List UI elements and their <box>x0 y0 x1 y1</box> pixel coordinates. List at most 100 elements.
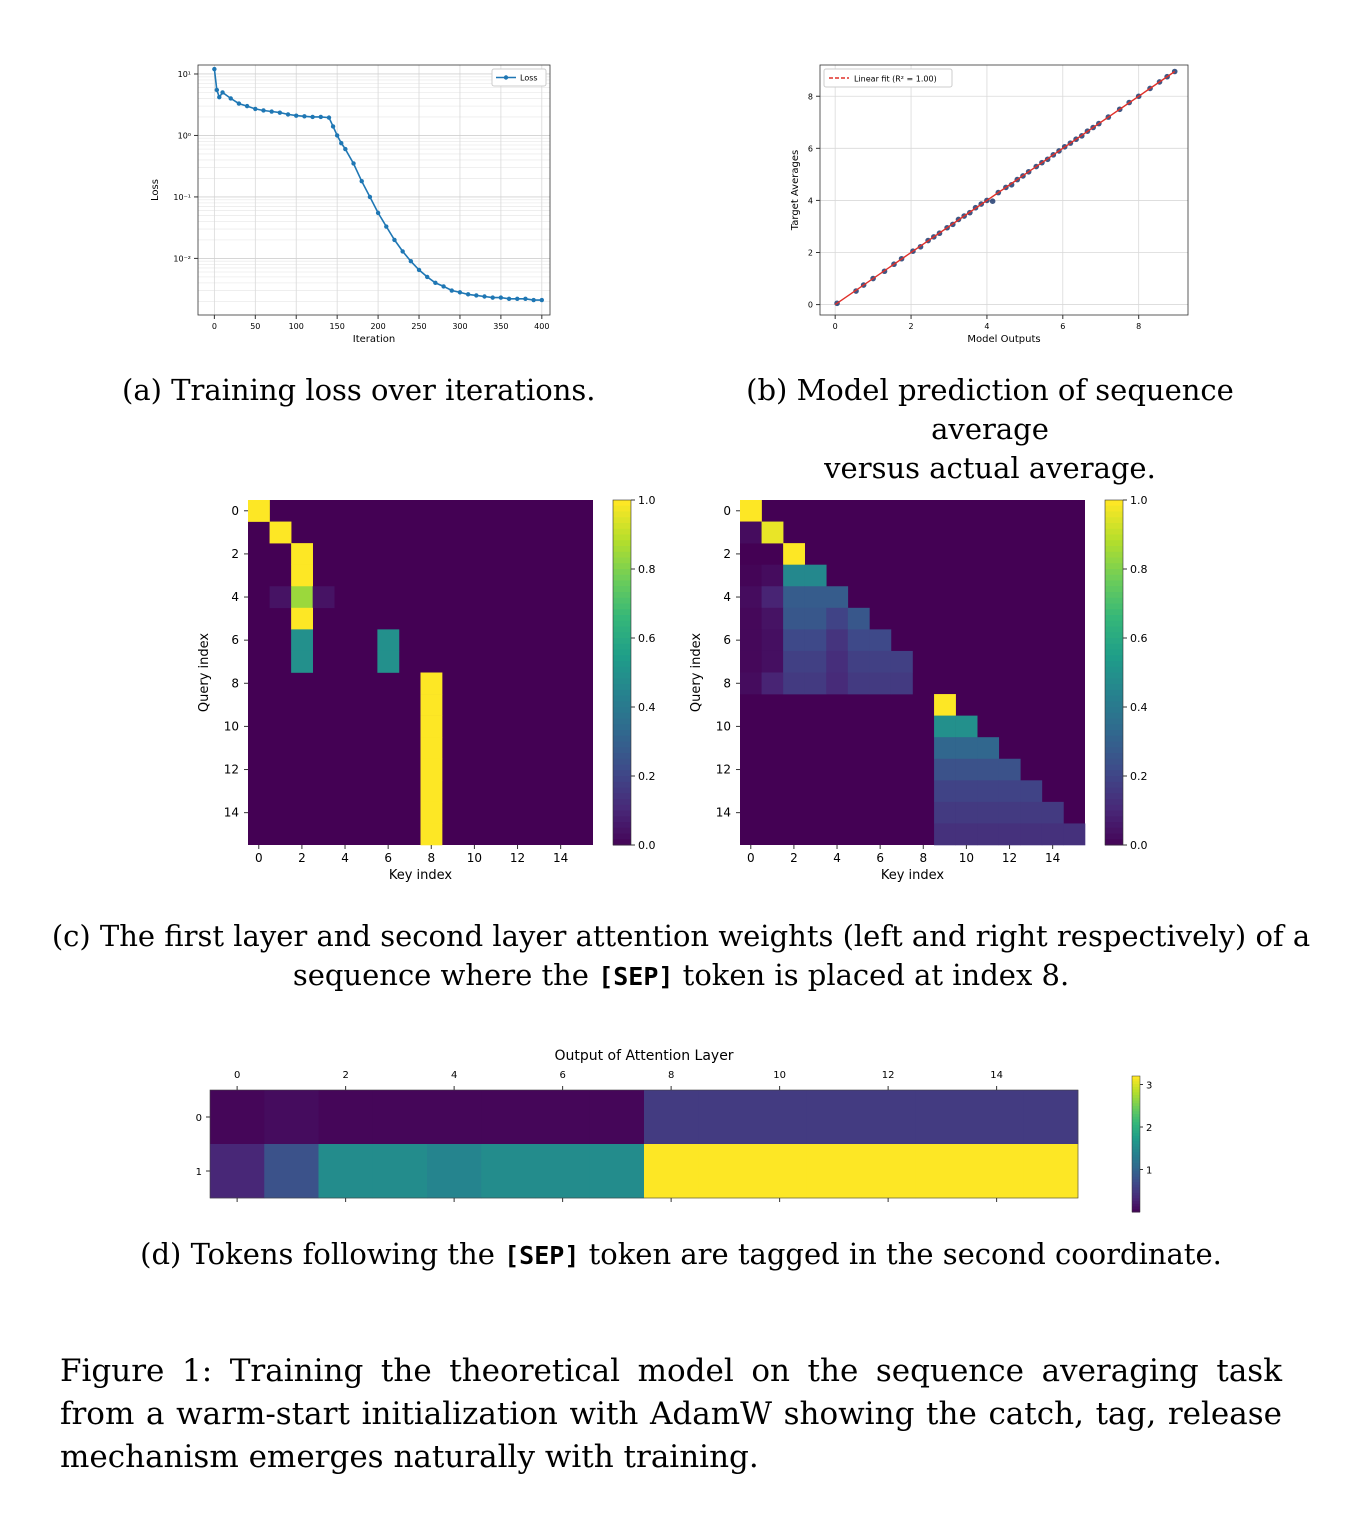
colorbar-segment <box>1132 1198 1140 1202</box>
y-tick-label: 10¹ <box>178 70 191 79</box>
heatmap-cell <box>372 1090 428 1145</box>
heatmap-cell <box>481 1090 536 1145</box>
y-tick-label: 1 <box>196 1167 202 1178</box>
x-tick-label: 14 <box>1045 851 1060 865</box>
heatmap-cell <box>804 586 827 609</box>
colorbar-segment <box>1132 1095 1140 1099</box>
colorbar-segment <box>613 643 631 650</box>
x-axis-label: Key index <box>389 868 453 883</box>
colorbar-segment <box>613 597 631 604</box>
colorbar-segment <box>1132 1154 1140 1159</box>
y-axis-label: Target Averages <box>790 150 801 231</box>
colorbar-segment <box>613 701 631 708</box>
heatmap-cell <box>869 650 892 673</box>
heatmap-cell <box>869 672 892 695</box>
heatmap-cell <box>420 672 443 695</box>
data-point <box>1008 181 1015 188</box>
x-tick-label: 8 <box>668 1070 674 1081</box>
x-tick-label: 6 <box>876 851 884 865</box>
colorbar-segment <box>1105 776 1123 783</box>
y-tick-label: 6 <box>231 633 239 647</box>
loss-point <box>392 237 397 243</box>
y-tick-label: 0 <box>808 301 813 310</box>
heatmap-cell <box>481 1144 536 1199</box>
legend: Loss <box>491 68 547 87</box>
colorbar-segment <box>1132 1165 1140 1169</box>
loss-point <box>515 296 520 302</box>
y-axis-label: Loss <box>150 179 161 201</box>
colorbar-segment <box>613 569 631 576</box>
y-tick-label: 2 <box>723 547 731 561</box>
colorbar-segment <box>613 770 631 777</box>
colorbar-segment <box>1132 1141 1140 1145</box>
colorbar-segment <box>1105 523 1123 530</box>
legend: Linear fit (R² = 1.00) <box>823 68 953 88</box>
colorbar-segment <box>613 563 631 570</box>
colorbar-segment <box>1132 1195 1140 1199</box>
colorbar-segment <box>613 822 631 829</box>
caption-d-post: token are tagged in the second coordinat… <box>579 1237 1222 1271</box>
heatmap-cell <box>761 629 784 652</box>
loss-point <box>498 295 504 300</box>
heatmap-cell <box>804 629 827 652</box>
loss-point <box>212 66 217 72</box>
figure-caption: Figure 1: Training the theoretical model… <box>60 1353 1282 1475</box>
colorbar-segment <box>1105 615 1123 622</box>
heatmap-cell <box>752 1144 808 1199</box>
heatmap-cell <box>740 629 762 652</box>
heatmap-cell <box>1023 1144 1079 1199</box>
y-tick-label: 6 <box>723 633 731 647</box>
heatmap-cell <box>248 500 270 522</box>
x-tick-label: 6 <box>384 851 392 865</box>
heatmap-cell <box>740 500 762 522</box>
colorbar-segment <box>613 620 631 627</box>
colorbar-segment <box>1132 1163 1140 1167</box>
heatmap-cell <box>1063 823 1086 846</box>
colorbar-segment <box>613 603 631 610</box>
colorbar-segment <box>1132 1089 1140 1093</box>
colorbar-segment <box>613 718 631 725</box>
loss-point <box>490 295 495 300</box>
loss-point <box>384 224 389 229</box>
y-tick-label: 12 <box>716 763 731 777</box>
colorbar-segment <box>1105 586 1123 593</box>
colorbar-segment <box>1105 787 1123 794</box>
heatmap-cell <box>783 586 805 609</box>
colorbar-segment <box>1105 666 1123 673</box>
colorbar-segment <box>613 810 631 817</box>
colorbar-segment <box>1105 753 1123 760</box>
colorbar-tick-label: 0.8 <box>1130 563 1148 576</box>
heatmap-cell <box>761 586 784 609</box>
colorbar-segment <box>1132 1105 1140 1110</box>
loss-point <box>351 161 356 166</box>
x-tick-label: 400 <box>534 322 549 331</box>
colorbar-segment <box>613 672 631 679</box>
heatmap-cell <box>915 1090 970 1145</box>
heatmap-cell <box>318 1144 374 1199</box>
colorbar-segment <box>1132 1097 1140 1101</box>
colorbar-segment <box>1105 793 1123 800</box>
legend-marker <box>503 75 509 80</box>
colorbar-frame <box>1131 1075 1141 1213</box>
caption-b: (b) Model prediction of sequence average… <box>690 371 1290 488</box>
colorbar-segment <box>1105 517 1123 524</box>
caption-a: (a) Training loss over iterations. <box>122 373 596 407</box>
loss-point <box>302 114 307 119</box>
loss-point <box>408 259 414 264</box>
colorbar-segment <box>613 695 631 702</box>
y-tick-label: 14 <box>716 806 731 820</box>
colorbar-segment <box>1105 781 1123 788</box>
heatmap-cell <box>783 564 805 587</box>
heatmap-cell <box>826 586 849 609</box>
colorbar-segment <box>1105 810 1123 817</box>
colorbar-segment <box>1132 1078 1140 1082</box>
colorbar-segment <box>613 758 631 765</box>
y-tick-label: 2 <box>231 547 239 561</box>
colorbar-segment <box>1105 684 1123 691</box>
colorbar-segment <box>1105 638 1123 645</box>
colorbar-segment <box>1105 816 1123 823</box>
colorbar-segment <box>1132 1100 1140 1104</box>
colorbar-segment <box>1105 534 1123 541</box>
colorbar-segment <box>1132 1103 1140 1107</box>
heatmap-cell <box>806 1144 862 1199</box>
